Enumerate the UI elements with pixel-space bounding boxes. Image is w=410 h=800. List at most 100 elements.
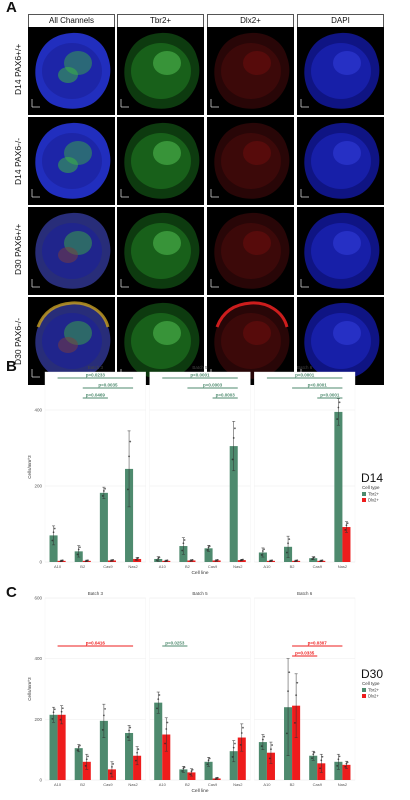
- x-tick-label: Nas2: [233, 782, 243, 787]
- chart-d30: 0 200 400 600 Cells/mm^3 Batch 3 A10 B2 Cas9 Nas2…: [0, 590, 410, 800]
- x-tick-label: Cas9: [313, 564, 323, 569]
- y-tick-label: 400: [34, 408, 42, 413]
- replicate-point: [231, 756, 234, 758]
- replicate-point: [271, 559, 274, 562]
- error-bar: [135, 746, 139, 766]
- bar-tbr2: [204, 548, 213, 562]
- replicate-point: [190, 770, 193, 773]
- replicate-point: [166, 721, 169, 724]
- replicate-point: [239, 744, 242, 746]
- replicate-point: [137, 748, 140, 751]
- bar-tbr2: [125, 468, 134, 562]
- y-tick-label: 0: [39, 778, 42, 783]
- error-bar: [85, 753, 89, 770]
- replicate-point: [164, 742, 166, 745]
- x-tick-label: B2: [185, 564, 191, 569]
- timepoint-label: D30: [361, 667, 383, 681]
- replicate-point: [183, 766, 186, 769]
- replicate-point: [182, 767, 185, 770]
- y-axis-label: Cells/mm^3: [27, 677, 32, 701]
- replicate-point: [206, 549, 209, 551]
- significance-label: p<0.0001: [308, 383, 328, 388]
- bar-tbr2: [49, 714, 58, 780]
- legend-swatch: [362, 688, 366, 692]
- bar-dlx2: [292, 705, 301, 780]
- bar-tbr2: [229, 446, 238, 562]
- micrograph-2-3: [297, 207, 384, 295]
- bar-dlx2: [162, 734, 171, 780]
- micrograph-3-3: [297, 297, 384, 385]
- replicate-point: [337, 406, 340, 409]
- replicate-point: [311, 757, 313, 760]
- error-bar: [344, 521, 348, 533]
- column-header-3: DAPI: [297, 14, 384, 28]
- legend-entry: Tbr2+: [368, 688, 380, 693]
- replicate-point: [232, 746, 235, 749]
- replicate-point: [136, 751, 139, 754]
- replicate-point: [321, 755, 324, 758]
- significance-label: p=0.0003: [203, 383, 223, 388]
- error-bar: [261, 734, 265, 750]
- replicate-point: [87, 755, 89, 758]
- significance-label: p<0.0001: [320, 393, 340, 398]
- replicate-point: [77, 746, 80, 748]
- error-bar: [232, 740, 236, 763]
- replicate-point: [101, 728, 104, 731]
- replicate-point: [84, 764, 87, 767]
- replicate-point: [260, 554, 263, 556]
- panel-b-letter: B: [6, 358, 17, 375]
- replicate-point: [346, 522, 349, 525]
- bar-tbr2: [154, 702, 163, 780]
- replicate-point: [288, 671, 291, 674]
- error-bar: [156, 691, 160, 714]
- y-tick-label: 200: [34, 484, 42, 489]
- facet-title: Batch 5: [192, 365, 208, 370]
- timepoint-label: D14: [361, 471, 383, 485]
- significance-label: p=0.0416: [86, 641, 106, 646]
- replicate-point: [166, 559, 169, 562]
- bar-tbr2: [125, 732, 134, 780]
- replicate-point: [87, 559, 89, 562]
- x-tick-label: B2: [80, 564, 86, 569]
- row-label-2: D30 PAX6+/+: [13, 223, 23, 275]
- significance-label: p=0.0233: [86, 373, 106, 378]
- replicate-point: [53, 708, 56, 711]
- x-tick-label: Nas2: [338, 782, 348, 787]
- x-tick-label: A10: [159, 782, 167, 787]
- legend-entry: Dlx2+: [368, 498, 379, 503]
- x-tick-label: A10: [159, 564, 167, 569]
- replicate-point: [338, 755, 341, 758]
- y-tick-label: 400: [34, 656, 42, 661]
- y-tick-label: 0: [39, 560, 42, 565]
- replicate-point: [76, 553, 79, 556]
- bar-dlx2: [82, 761, 91, 780]
- error-bar: [102, 703, 106, 738]
- error-bar: [286, 535, 290, 558]
- bar-tbr2: [229, 751, 238, 780]
- error-bar: [294, 673, 298, 738]
- column-header-1: Tbr2+: [117, 14, 204, 28]
- bar-tbr2: [74, 748, 83, 780]
- replicate-point: [311, 558, 313, 560]
- y-tick-label: 200: [34, 717, 42, 722]
- replicate-point: [285, 732, 288, 735]
- error-bar: [232, 421, 236, 472]
- replicate-point: [181, 770, 184, 772]
- x-tick-label: B2: [290, 782, 296, 787]
- bar-tbr2: [204, 761, 213, 780]
- replicate-point: [344, 529, 347, 531]
- x-tick-label: Cas9: [208, 564, 218, 569]
- replicate-point: [263, 735, 265, 738]
- error-bar: [286, 658, 290, 756]
- micrograph-2-1: [117, 207, 204, 295]
- replicate-point: [336, 418, 339, 420]
- facet-title: Batch 3: [88, 365, 104, 370]
- replicate-point: [76, 749, 79, 752]
- bar-tbr2: [179, 769, 188, 780]
- replicate-point: [294, 721, 296, 724]
- facet-title: Batch 6: [297, 591, 313, 596]
- bar-tbr2: [309, 558, 318, 562]
- replicate-point: [313, 751, 316, 754]
- significance-label: p<0.0001: [190, 373, 210, 378]
- replicate-point: [345, 524, 348, 527]
